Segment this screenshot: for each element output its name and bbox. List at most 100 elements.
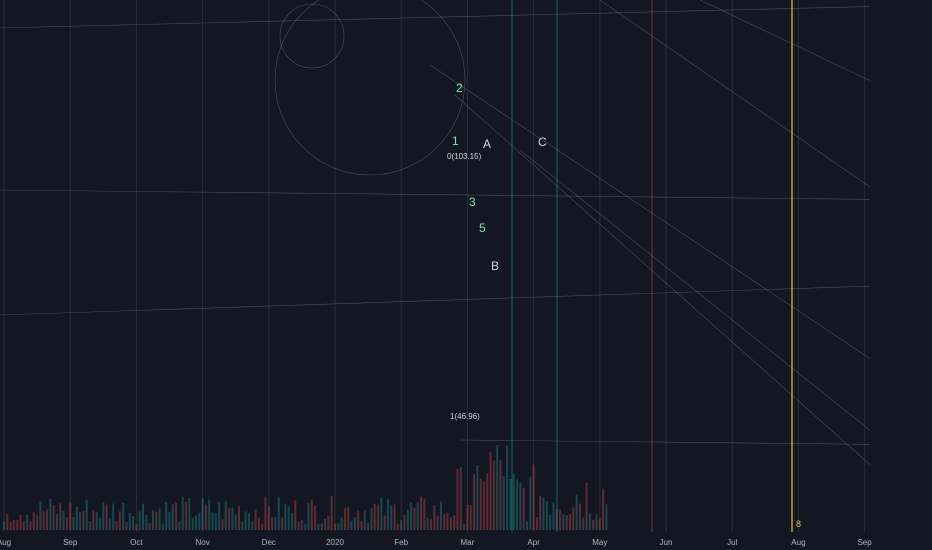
wave-label-B: B [491, 259, 499, 273]
volume-bar [19, 514, 22, 530]
volume-bar [327, 515, 330, 530]
volume-bar [204, 504, 207, 530]
volume-bar [234, 514, 237, 530]
volume-bar [112, 503, 115, 530]
volume-bar [403, 514, 406, 530]
volume-bar [572, 507, 575, 530]
time-tick-label: Aug [0, 538, 11, 547]
time-tick-label: Oct [130, 538, 143, 547]
volume-bar [473, 474, 476, 530]
volume-bar [82, 511, 85, 530]
volume-bar [102, 502, 105, 530]
volume-bar [502, 476, 505, 530]
volume-bar [400, 520, 403, 530]
volume-bar [92, 510, 95, 530]
volume-bar [512, 473, 515, 530]
volume-bar [264, 496, 267, 530]
volume-bar [363, 510, 366, 530]
volume-bar [118, 511, 121, 530]
volume-bar [244, 511, 247, 530]
volume-bar [36, 515, 39, 530]
volume-bar [516, 479, 519, 530]
volume-bar [482, 481, 485, 530]
time-axis-bg [0, 534, 932, 550]
volume-bar [575, 494, 578, 530]
volume-bar [559, 509, 562, 530]
volume-bar [75, 506, 78, 530]
price-axis[interactable]: 165.00145.00133.00125.00117.00109.00101.… [870, 0, 932, 550]
volume-bar [188, 497, 191, 530]
volume-bar [393, 504, 396, 530]
time-tick-label: Jun [660, 538, 673, 547]
volume-bar [231, 507, 234, 530]
volume-bar [423, 498, 426, 530]
volume-bar [357, 510, 360, 530]
volume-bar [251, 521, 254, 530]
volume-bar [267, 506, 270, 530]
time-tick-label: Sep [63, 538, 78, 547]
volume-bar [304, 523, 307, 530]
volume-bar [42, 511, 45, 530]
volume-bar [383, 515, 386, 530]
volume-bar [453, 515, 456, 530]
volume-bar [89, 521, 92, 530]
volume-bar [257, 517, 260, 530]
volume-bar [9, 521, 12, 530]
volume-bar [151, 510, 154, 530]
gann-circle [274, 0, 466, 176]
volume-bar [241, 521, 244, 530]
fib-annotation-top: 0(103.15) [447, 152, 482, 161]
volume-bar [509, 478, 512, 530]
volume-bar [287, 506, 290, 530]
volume-bar [525, 521, 528, 530]
time-tick-label: May [592, 538, 607, 547]
volume-bar [396, 523, 399, 530]
trendline [429, 64, 932, 401]
volume-bar [386, 499, 389, 530]
volume-bar [469, 505, 472, 530]
volume-bar [165, 501, 168, 530]
volume-bar [370, 508, 373, 530]
volume-bar [185, 501, 188, 530]
fib-annotation-bottom: 1(46.96) [450, 412, 480, 421]
volume-bar [261, 523, 264, 530]
volume-bar [108, 518, 111, 530]
volume-bar [416, 502, 419, 530]
volume-bar [602, 488, 605, 530]
gann-circle [279, 3, 345, 69]
wave-label-A: A [483, 137, 491, 151]
volume-bar [69, 502, 72, 530]
volume-bar [281, 517, 284, 530]
volume-bar [3, 521, 5, 530]
time-tick-label: Aug [791, 538, 805, 547]
volume-bar [194, 515, 197, 530]
volume-bar [79, 511, 82, 530]
volume-bar [595, 514, 598, 530]
volume-bar [489, 451, 492, 530]
volume-bar [506, 445, 509, 530]
volume-bar [297, 521, 300, 530]
trendline [454, 94, 932, 521]
volume-bar [145, 515, 148, 530]
volume-bar [224, 501, 227, 530]
volume-bar [6, 514, 9, 530]
volume-bar [171, 504, 174, 530]
volume-bar [181, 496, 184, 530]
time-axis[interactable]: Aug Sep Oct Nov Dec 2020 Feb Mar Apr May Jun Jul Aug… [0, 534, 932, 550]
volume-bar [565, 515, 568, 530]
volume-bar [72, 516, 75, 530]
volume-bar [294, 500, 297, 530]
volume-bar [254, 509, 257, 530]
volume-bar [420, 496, 423, 530]
volume-bar [175, 502, 178, 530]
volume-bar [334, 523, 336, 530]
wave-label-3: 3 [469, 195, 476, 209]
fib-annotations: 0(103.15) 1(46.96) [447, 152, 482, 421]
volume-bar [350, 520, 353, 530]
volume-bar [158, 508, 161, 530]
volume-bar [178, 521, 181, 530]
volume-bar [85, 499, 88, 530]
volume-bar [300, 520, 303, 530]
